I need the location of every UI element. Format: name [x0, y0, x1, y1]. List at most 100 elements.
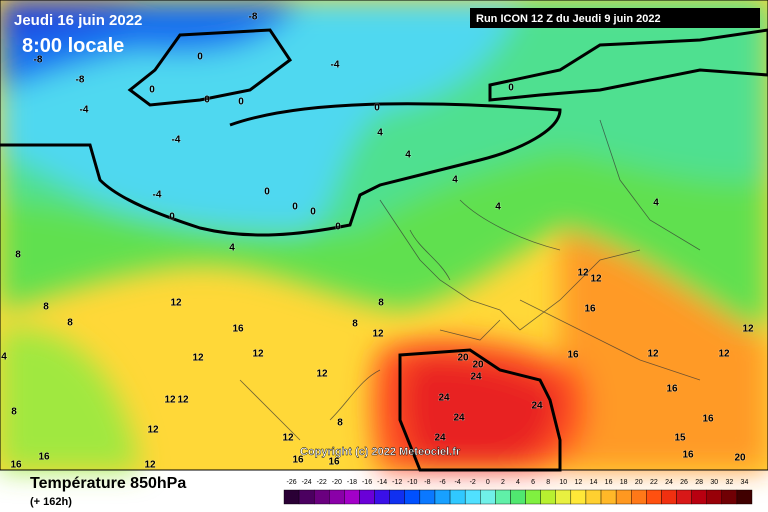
legend-label: 32	[725, 479, 733, 486]
contour-label: 12	[282, 433, 294, 444]
contour-label: 4	[495, 202, 501, 213]
contour-label: 16	[682, 450, 694, 461]
legend-label: 22	[650, 479, 658, 486]
legend-label: -2	[470, 479, 476, 486]
legend-label: -20	[332, 479, 342, 486]
run-box	[470, 8, 760, 28]
legend-swatch	[661, 489, 677, 505]
legend-swatch	[449, 489, 466, 505]
contour-label: 12	[742, 324, 754, 335]
legend-label: 28	[695, 479, 703, 486]
contour-label: 24	[434, 433, 446, 444]
legend-label: 26	[680, 479, 688, 486]
contour-label: 12	[647, 349, 659, 360]
contour-label: 20	[734, 453, 746, 464]
contour-label: 12	[718, 349, 730, 360]
legend-swatch	[389, 489, 405, 505]
contour-label: -4	[80, 105, 89, 116]
legend-swatch	[615, 489, 632, 505]
contour-label: 12	[252, 349, 264, 360]
contour-label: 8	[67, 318, 73, 329]
contour-label: 24	[453, 413, 465, 424]
contour-label: 0	[149, 85, 155, 96]
legend-label: -22	[317, 479, 327, 486]
temperature-field	[0, 0, 768, 472]
copyright: Copyright (c) 2022 Meteociel.fr	[300, 446, 461, 458]
forecast-date: Jeudi 16 juin 2022	[14, 12, 142, 29]
legend-swatch	[525, 489, 541, 505]
contour-label: 16	[10, 460, 22, 471]
contour-label: 0	[374, 103, 380, 114]
legend-label: -10	[407, 479, 417, 486]
contour-label: 4	[229, 243, 235, 254]
legend-swatch	[313, 489, 330, 505]
legend-swatch	[706, 489, 723, 505]
contour-label: 4	[1, 352, 7, 363]
contour-label: 16	[328, 457, 340, 468]
contour-label: 12	[164, 395, 176, 406]
contour-label: 16	[292, 455, 304, 466]
contour-label: 4	[377, 128, 383, 139]
contour-label: 12	[177, 395, 189, 406]
legend-label: -14	[377, 479, 387, 486]
contour-label: 0	[292, 202, 298, 213]
contour-label: 4	[653, 198, 659, 209]
legend-label: 18	[620, 479, 628, 486]
legend-label: -12	[392, 479, 402, 486]
map-frame	[0, 0, 768, 471]
footer-title: Température 850hPa	[30, 475, 186, 492]
contour-label: 16	[232, 324, 244, 335]
contour-label: 8	[15, 250, 21, 261]
legend-swatch	[464, 489, 481, 505]
legend-label: -6	[439, 479, 445, 486]
contour-label: -8	[249, 12, 258, 23]
contour-label: 12	[590, 274, 602, 285]
contour-label: 8	[43, 302, 49, 313]
contour-label: 24	[470, 372, 482, 383]
contour-label: 12	[577, 268, 589, 279]
contour-label: -4	[172, 135, 181, 146]
contour-label: 0	[264, 187, 270, 198]
legend-swatch	[434, 489, 451, 505]
legend-swatch	[721, 489, 738, 505]
contour-label: 12	[316, 369, 328, 380]
contour-label: 0	[335, 222, 341, 233]
contour-label: 4	[405, 150, 411, 161]
contour-label: 16	[702, 414, 714, 425]
contour-label: 0	[310, 207, 316, 218]
contour-label: 20	[472, 360, 484, 371]
contour-label: 0	[508, 83, 514, 94]
contour-label: 20	[457, 353, 469, 364]
legend-label: 14	[590, 479, 598, 486]
legend-swatch	[510, 489, 526, 505]
contour-label: 16	[567, 350, 579, 361]
legend-label: -8	[424, 479, 430, 486]
legend-label: -18	[347, 479, 357, 486]
contour-label: 8	[11, 407, 17, 418]
legend-label: -16	[362, 479, 372, 486]
contour-label: 0	[238, 97, 244, 108]
legend-swatch	[676, 489, 692, 505]
legend-swatch	[359, 489, 375, 505]
legend-swatch	[495, 489, 511, 505]
contour-label: 16	[38, 452, 50, 463]
contour-label: 0	[169, 212, 175, 223]
legend-swatch	[691, 489, 707, 505]
contour-label: 0	[197, 52, 203, 63]
legend-label: -26	[286, 479, 296, 486]
contour-label: -4	[331, 60, 340, 71]
legend-swatch	[736, 489, 753, 505]
contour-label: -4	[153, 190, 162, 201]
contour-label: 12	[170, 298, 182, 309]
legend-label: 34	[741, 479, 749, 486]
contour-label: 12	[147, 425, 159, 436]
legend-swatch	[344, 489, 360, 505]
contour-label: 16	[584, 304, 596, 315]
legend-swatch	[298, 489, 315, 505]
legend-label: 8	[546, 479, 550, 486]
contour-label: 12	[144, 460, 156, 471]
legend-label: 6	[531, 479, 535, 486]
legend-label: 24	[665, 479, 673, 486]
